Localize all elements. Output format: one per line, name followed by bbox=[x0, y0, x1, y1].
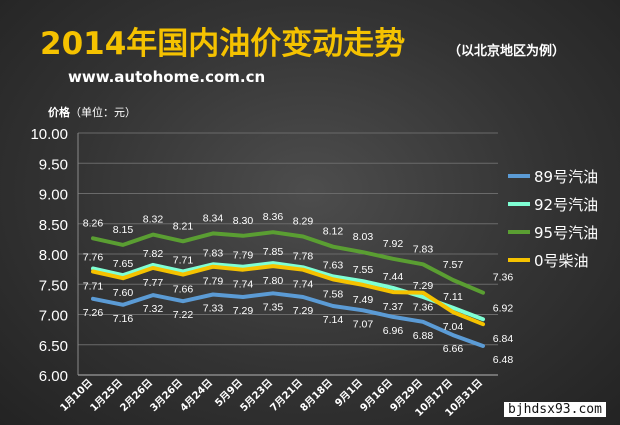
data-label: 7.16 bbox=[113, 313, 134, 325]
data-label: 7.55 bbox=[353, 264, 374, 276]
data-label: 7.79 bbox=[203, 276, 224, 288]
y-tick-label: 7.50 bbox=[39, 277, 68, 294]
site-url: www.autohome.com.cn bbox=[68, 68, 266, 86]
y-axis-label: 价格（单位：元） bbox=[48, 106, 136, 119]
series-line bbox=[91, 261, 485, 322]
data-label: 7.33 bbox=[203, 303, 224, 315]
grid bbox=[78, 132, 498, 376]
y-tick-label: 9.50 bbox=[39, 156, 68, 173]
data-label: 6.96 bbox=[383, 325, 404, 337]
data-label: 8.29 bbox=[293, 215, 314, 227]
data-label: 8.34 bbox=[203, 212, 224, 224]
series-line bbox=[91, 291, 485, 348]
data-label: 7.85 bbox=[263, 246, 284, 258]
data-label: 7.92 bbox=[383, 238, 404, 250]
y-tick-label: 7.00 bbox=[39, 308, 68, 325]
data-label: 7.36 bbox=[413, 302, 434, 314]
data-label: 7.36 bbox=[493, 272, 514, 284]
data-label: 6.92 bbox=[493, 302, 514, 314]
x-tick-label: 8月18日 bbox=[298, 377, 335, 414]
chart-title: 2014年国内油价变动走势 bbox=[40, 26, 406, 62]
data-label: 7.35 bbox=[263, 301, 284, 313]
data-label: 7.32 bbox=[143, 303, 164, 315]
legend-label: 89号汽油 bbox=[534, 168, 598, 186]
data-label: 7.66 bbox=[173, 284, 194, 296]
data-label: 7.63 bbox=[323, 259, 344, 271]
data-label: 7.57 bbox=[443, 259, 464, 271]
data-labels: 7.26 7.16 7.32 7.22 7.33 7.29 7.35 7.29 7.14 7.07… bbox=[83, 211, 514, 366]
data-label: 8.12 bbox=[323, 226, 344, 238]
chart-subtitle: （以北京地区为例） bbox=[448, 44, 566, 59]
legend-label: 0号柴油 bbox=[534, 252, 589, 270]
data-label: 6.84 bbox=[493, 333, 514, 345]
data-label: 7.83 bbox=[413, 243, 434, 255]
watermark: bjhdsx93.com bbox=[504, 402, 606, 417]
y-tick-label: 9.00 bbox=[39, 187, 68, 204]
data-label: 7.78 bbox=[293, 250, 314, 262]
data-label: 7.14 bbox=[323, 314, 344, 326]
data-label: 7.79 bbox=[233, 250, 254, 262]
data-label: 7.71 bbox=[83, 281, 104, 293]
data-label: 8.36 bbox=[263, 211, 284, 223]
data-label: 7.58 bbox=[323, 288, 344, 300]
legend: 89号汽油 92号汽油 95号汽油 0号柴油 bbox=[508, 168, 598, 270]
data-label: 7.22 bbox=[173, 309, 194, 321]
series-lines bbox=[91, 230, 485, 348]
data-label: 7.26 bbox=[83, 307, 104, 319]
data-label: 7.65 bbox=[113, 258, 134, 270]
data-label: 8.32 bbox=[143, 214, 164, 226]
data-label: 6.88 bbox=[413, 330, 434, 342]
data-label: 7.74 bbox=[233, 279, 254, 291]
y-tick-label: 6.00 bbox=[39, 368, 68, 385]
series-line bbox=[91, 230, 485, 295]
data-label: 7.07 bbox=[353, 318, 374, 330]
data-label: 7.29 bbox=[293, 305, 314, 317]
data-label: 8.26 bbox=[83, 217, 104, 229]
data-label: 6.48 bbox=[493, 354, 514, 366]
y-tick-label: 6.50 bbox=[39, 338, 68, 355]
data-label: 8.21 bbox=[173, 220, 194, 232]
data-label: 7.29 bbox=[413, 280, 434, 292]
data-label: 7.11 bbox=[443, 291, 463, 303]
x-tick-label: 4月24日 bbox=[178, 377, 215, 414]
data-label: 7.80 bbox=[263, 275, 284, 287]
data-label: 7.82 bbox=[143, 248, 164, 260]
legend-label: 95号汽油 bbox=[534, 224, 598, 242]
y-tick-label: 10.00 bbox=[30, 126, 68, 143]
data-label: 8.03 bbox=[353, 231, 374, 243]
data-label: 7.76 bbox=[83, 252, 104, 264]
data-label: 7.44 bbox=[383, 271, 404, 283]
data-label: 6.66 bbox=[443, 343, 464, 355]
data-label: 7.74 bbox=[293, 279, 314, 291]
data-label: 7.71 bbox=[173, 255, 194, 267]
data-label: 7.60 bbox=[113, 287, 134, 299]
y-tick-label: 8.50 bbox=[39, 217, 68, 234]
series-line bbox=[91, 264, 485, 327]
data-label: 8.30 bbox=[233, 215, 254, 227]
data-label: 7.49 bbox=[353, 294, 374, 306]
data-label: 7.29 bbox=[233, 305, 254, 317]
data-label: 8.15 bbox=[113, 224, 134, 236]
data-label: 7.37 bbox=[383, 301, 404, 313]
legend-label: 92号汽油 bbox=[534, 196, 598, 214]
y-tick-label: 8.00 bbox=[39, 247, 68, 264]
data-label: 7.04 bbox=[443, 321, 464, 333]
data-label: 7.77 bbox=[143, 277, 164, 289]
data-label: 7.83 bbox=[203, 247, 224, 259]
